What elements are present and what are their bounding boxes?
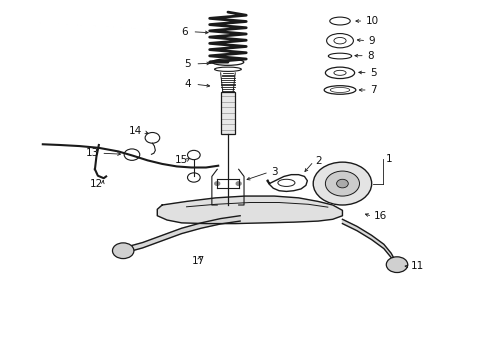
- Text: 4: 4: [185, 79, 191, 89]
- Polygon shape: [157, 196, 343, 224]
- Text: 17: 17: [192, 256, 205, 266]
- Text: 12: 12: [90, 179, 103, 189]
- Text: 7: 7: [370, 85, 376, 95]
- Text: 8: 8: [367, 51, 373, 61]
- Text: 5: 5: [185, 59, 191, 69]
- Text: 2: 2: [316, 157, 322, 166]
- Text: 14: 14: [129, 126, 142, 136]
- Text: 3: 3: [271, 167, 277, 177]
- Text: 9: 9: [368, 36, 375, 46]
- Text: 15: 15: [175, 155, 188, 165]
- Circle shape: [325, 171, 360, 196]
- Bar: [220, 93, 235, 134]
- Text: 1: 1: [385, 154, 392, 164]
- Text: 13: 13: [86, 148, 99, 158]
- Circle shape: [337, 179, 348, 188]
- Circle shape: [215, 182, 220, 185]
- Polygon shape: [343, 219, 396, 265]
- Text: 5: 5: [370, 68, 376, 78]
- Text: 16: 16: [374, 211, 388, 221]
- Circle shape: [386, 257, 408, 273]
- Circle shape: [236, 182, 241, 185]
- Polygon shape: [123, 216, 240, 253]
- Circle shape: [313, 162, 372, 205]
- Text: 6: 6: [182, 27, 188, 37]
- Text: 11: 11: [411, 261, 424, 271]
- Text: 10: 10: [366, 16, 378, 26]
- Circle shape: [113, 243, 134, 258]
